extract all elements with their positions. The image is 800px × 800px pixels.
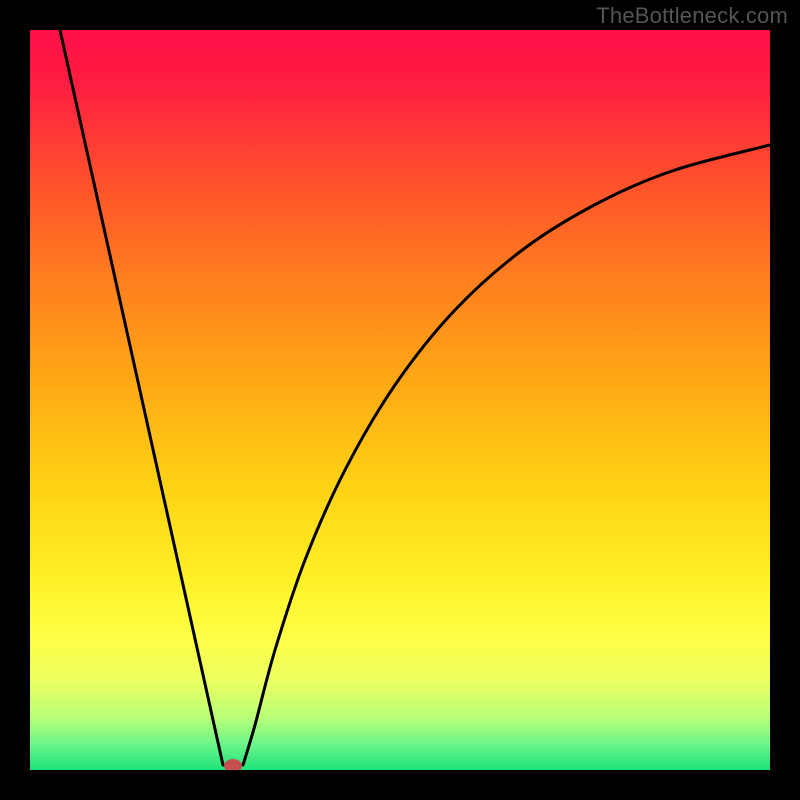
attribution-text: TheBottleneck.com [596, 3, 788, 29]
chart-frame: TheBottleneck.com [0, 0, 800, 800]
minimum-marker [224, 759, 242, 770]
plot-area [30, 30, 770, 770]
bottleneck-curve [30, 30, 770, 770]
